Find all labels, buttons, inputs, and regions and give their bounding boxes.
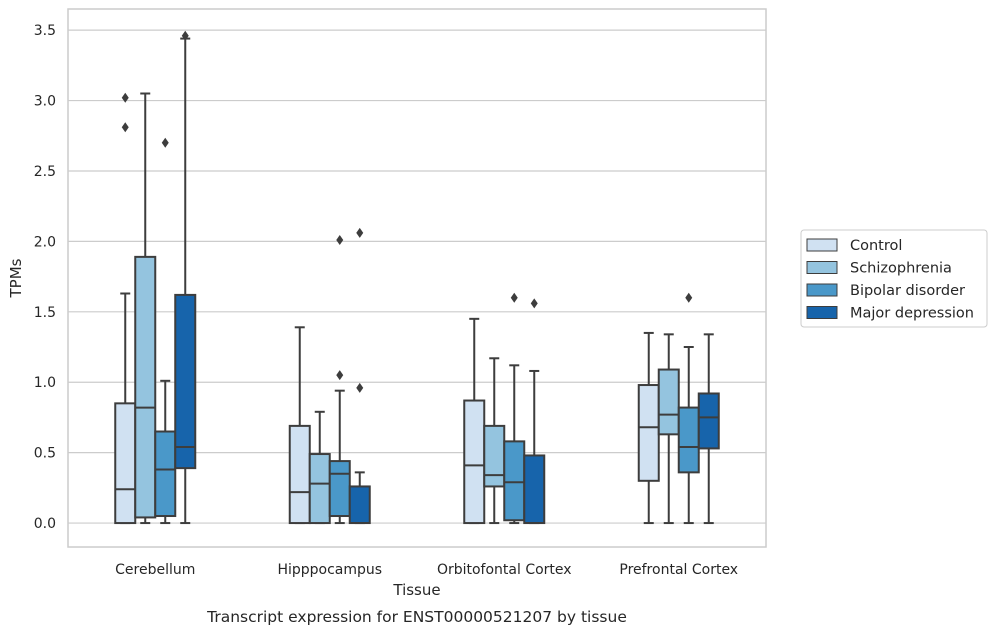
outlier-marker: [161, 137, 169, 148]
y-tick-label: 3.0: [34, 94, 56, 110]
y-tick-label: 1.5: [34, 305, 56, 321]
legend: Control Schizophrenia Bipolar disorder Majo…: [800, 229, 988, 328]
plot-area-frame: [67, 8, 767, 548]
iqr-box: [154, 430, 177, 518]
iqr-box: [697, 392, 720, 450]
y-tick-label: 0.0: [34, 516, 56, 532]
iqr-box: [483, 424, 506, 488]
legend-label: Control: [850, 238, 902, 254]
iqr-box: [348, 485, 371, 525]
iqr-box: [308, 453, 331, 525]
iqr-box: [134, 255, 157, 519]
box-control: [463, 317, 486, 525]
outlier-marker: [356, 227, 364, 238]
outlier-marker: [530, 298, 538, 309]
box-bipolar-disorder: [328, 234, 351, 525]
box-bipolar-disorder: [677, 292, 700, 525]
box-control: [637, 331, 660, 525]
x-tick-label: Orbitofontal Cortex: [437, 562, 572, 578]
box-major-depression: [174, 30, 197, 525]
boxes: [114, 30, 720, 525]
outlier-marker: [121, 92, 129, 103]
chart-caption: Transcript expression for ENST0000052120…: [206, 608, 627, 626]
iqr-box: [503, 440, 526, 522]
box-bipolar-disorder: [503, 292, 526, 525]
box-major-depression: [523, 298, 546, 525]
box-major-depression: [697, 333, 720, 525]
outlier-marker: [121, 122, 129, 133]
x-axis-label: Tissue: [392, 581, 440, 599]
y-tick-labels: 0.0 0.5 1.0 1.5 2.0 2.5 3.0 3.5: [34, 23, 56, 532]
iqr-box: [463, 399, 486, 525]
box-control: [114, 92, 137, 525]
y-tick-label: 2.5: [34, 164, 56, 180]
y-axis-label: TPMs: [7, 258, 25, 298]
iqr-box: [174, 293, 197, 470]
iqr-box: [114, 402, 137, 525]
iqr-box: [657, 368, 680, 436]
iqr-box: [328, 460, 351, 518]
box-schizophrenia: [657, 333, 680, 525]
outlier-marker: [336, 234, 344, 245]
legend-swatch: [806, 283, 838, 297]
outlier-marker: [356, 382, 364, 393]
box-bipolar-disorder: [154, 137, 177, 525]
iqr-box: [523, 454, 546, 525]
box-schizophrenia: [134, 92, 157, 525]
legend-label: Major depression: [850, 306, 974, 322]
y-tick-label: 3.5: [34, 23, 56, 39]
iqr-box: [288, 424, 311, 525]
legend-frame: [800, 229, 988, 328]
y-tick-label: 1.0: [34, 375, 56, 391]
outlier-marker: [336, 370, 344, 381]
y-tick-label: 2.0: [34, 234, 56, 250]
x-tick-label: Prefrontal Cortex: [619, 562, 738, 578]
box-schizophrenia: [483, 357, 506, 525]
box-major-depression: [348, 227, 371, 525]
outlier-marker: [181, 30, 189, 41]
iqr-box: [677, 406, 700, 474]
outlier-marker: [685, 292, 693, 303]
x-tick-labels: Cerebellum Hipppocampus Orbitofontal Corte…: [115, 562, 738, 578]
x-tick-label: Hipppocampus: [277, 562, 382, 578]
legend-swatch: [806, 238, 838, 252]
legend-label: Bipolar disorder: [850, 283, 965, 299]
box-schizophrenia: [308, 410, 331, 525]
outlier-marker: [510, 292, 518, 303]
legend-swatch: [806, 261, 838, 274]
box-control: [288, 326, 311, 525]
x-tick-label: Cerebellum: [115, 562, 195, 578]
iqr-box: [637, 384, 660, 482]
y-tick-label: 0.5: [34, 446, 56, 462]
legend-swatch: [806, 306, 838, 319]
legend-label: Schizophrenia: [850, 261, 952, 277]
